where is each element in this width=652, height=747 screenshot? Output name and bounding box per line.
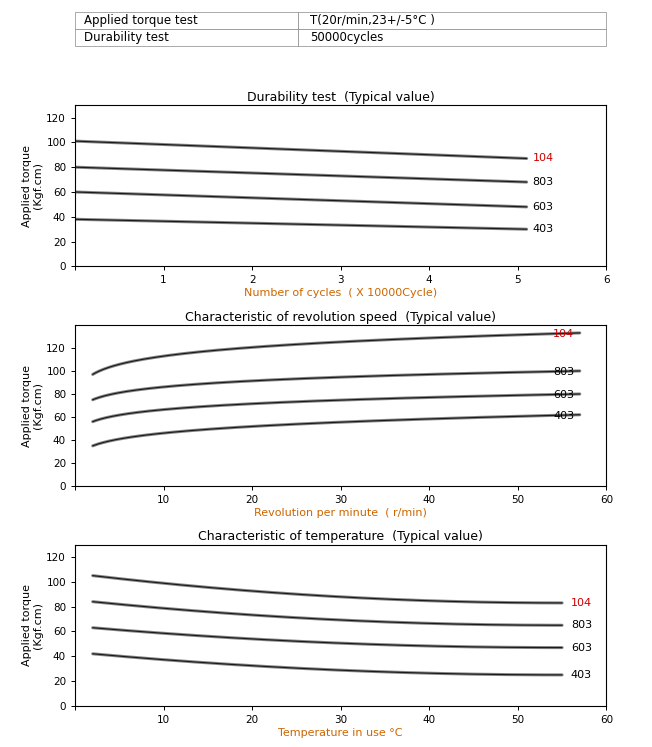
Text: 104: 104 — [553, 329, 574, 339]
Text: 403: 403 — [553, 411, 574, 421]
Text: 803: 803 — [553, 367, 574, 376]
X-axis label: Temperature in use °C: Temperature in use °C — [278, 728, 403, 738]
Text: 803: 803 — [570, 620, 592, 630]
X-axis label: Number of cycles  ( X 10000Cycle): Number of cycles ( X 10000Cycle) — [244, 288, 437, 298]
Y-axis label: Applied torque
(Kgf.cm): Applied torque (Kgf.cm) — [22, 584, 44, 666]
Text: 603: 603 — [553, 390, 574, 400]
Y-axis label: Applied torque
(Kgf.cm): Applied torque (Kgf.cm) — [22, 145, 44, 227]
Title: Durability test  (Typical value): Durability test (Typical value) — [247, 91, 434, 104]
Text: 603: 603 — [533, 202, 554, 212]
Title: Characteristic of revolution speed  (Typical value): Characteristic of revolution speed (Typi… — [185, 311, 496, 323]
Title: Characteristic of temperature  (Typical value): Characteristic of temperature (Typical v… — [198, 530, 483, 543]
X-axis label: Revolution per minute  ( r/min): Revolution per minute ( r/min) — [254, 508, 427, 518]
Text: 403: 403 — [570, 670, 592, 680]
Text: 603: 603 — [570, 642, 592, 653]
Y-axis label: Applied torque
(Kgf.cm): Applied torque (Kgf.cm) — [22, 365, 44, 447]
Text: 803: 803 — [533, 177, 554, 187]
Text: 104: 104 — [570, 598, 592, 608]
Text: 403: 403 — [533, 224, 554, 235]
Text: 104: 104 — [533, 153, 554, 164]
